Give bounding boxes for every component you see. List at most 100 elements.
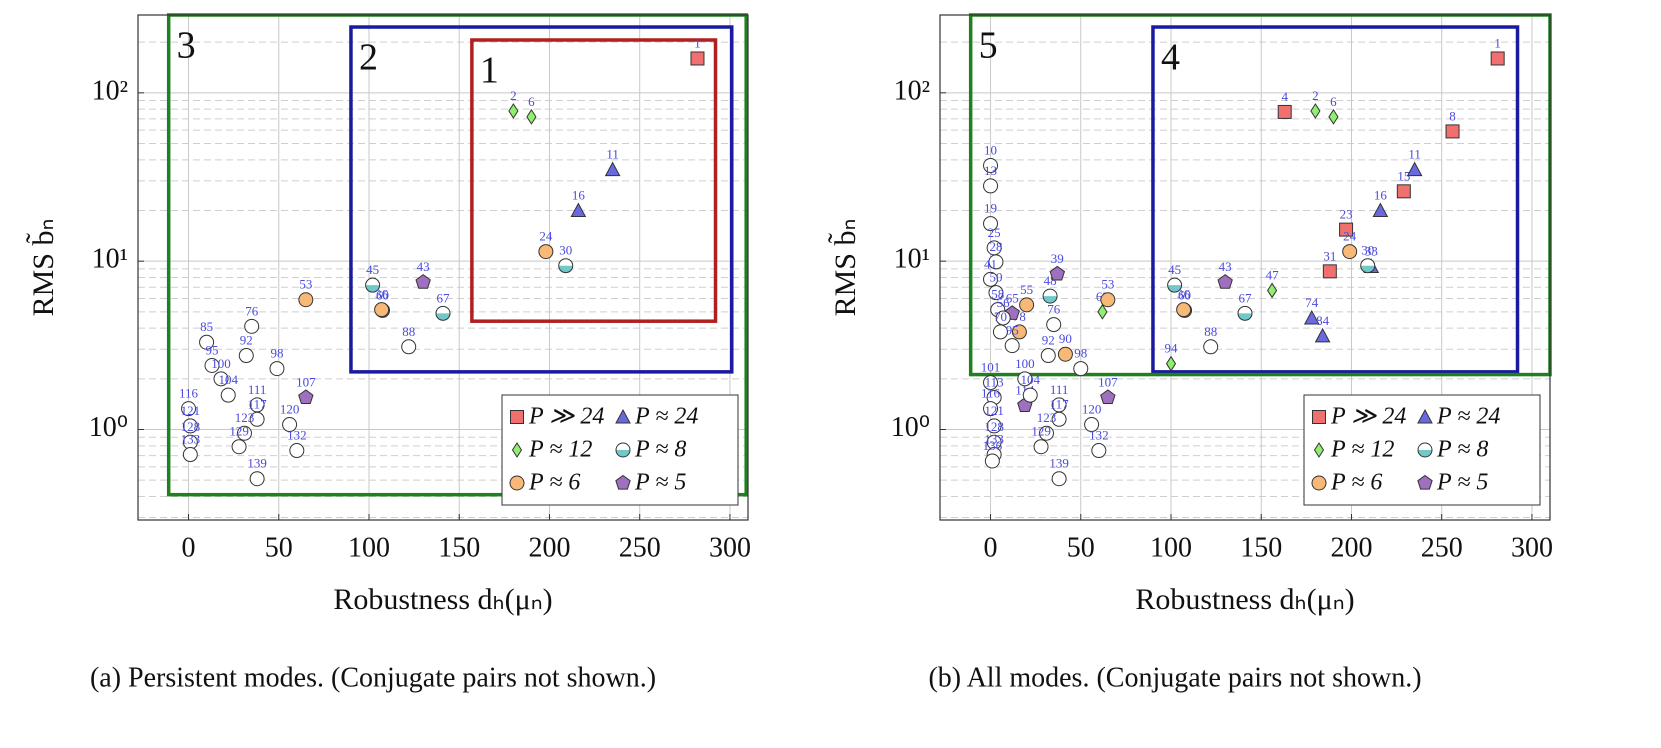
- marker-square: [690, 51, 705, 66]
- x-tick-label: 0: [984, 532, 998, 563]
- y-axis-label: RMS b̃ₙ: [26, 219, 60, 317]
- marker-square: [1445, 124, 1460, 139]
- y-tick-label: 10²: [894, 75, 930, 106]
- marker-diamond: [1266, 282, 1278, 299]
- point-label: 43: [417, 259, 430, 274]
- region-label: 2: [359, 37, 378, 79]
- legend-label: P ≫ 24: [528, 404, 604, 430]
- point-label: 65: [1006, 290, 1019, 305]
- marker-circle: [249, 411, 265, 427]
- marker-diamond: [1097, 303, 1108, 320]
- point-label: 45: [1168, 262, 1181, 277]
- marker-circle: [401, 339, 417, 355]
- marker-circle: [992, 324, 1008, 340]
- marker-circle: [182, 418, 198, 434]
- marker-triangle: [1314, 327, 1331, 343]
- marker-circle: [983, 375, 999, 391]
- point-label: 128: [181, 419, 201, 434]
- marker-bottom: [558, 265, 573, 273]
- point-label: 47: [1266, 267, 1280, 282]
- x-tick-label: 100: [1150, 532, 1192, 563]
- point-label: 111: [248, 382, 267, 397]
- marker-edge: [1237, 305, 1253, 321]
- marker-triangle: [1303, 309, 1320, 325]
- marker-circle: [1084, 417, 1100, 433]
- plot-frame: [939, 14, 1551, 521]
- marker-circle: [986, 418, 1002, 434]
- plot-frame: [137, 14, 749, 521]
- point-label: 123: [235, 410, 255, 425]
- marker-square: [1277, 104, 1292, 119]
- x-axis-label: Robustness dₕ(μₙ): [1135, 583, 1354, 616]
- x-tick-label: 50: [265, 532, 293, 563]
- point-label: 6: [1330, 94, 1337, 109]
- marker-diamond: [1165, 355, 1177, 372]
- marker-half-circle: [1360, 258, 1376, 274]
- point-label: 13: [984, 163, 997, 178]
- point-label: 36: [1177, 287, 1191, 302]
- marker-circle: [199, 334, 215, 350]
- point-label: 88: [1204, 324, 1217, 339]
- point-label: 53: [1101, 277, 1114, 292]
- legend-label: P ≈ 12: [528, 437, 592, 463]
- marker-circle: [1019, 297, 1035, 313]
- point-label: 111: [1050, 382, 1069, 397]
- point-label: 85: [200, 319, 213, 334]
- point-label: 11: [606, 147, 619, 162]
- point-label: 95: [1006, 323, 1019, 338]
- point-label: 39: [1051, 251, 1064, 266]
- marker-circle: [983, 158, 999, 174]
- marker-pentagon: [1217, 274, 1233, 289]
- marker-circle: [181, 401, 197, 417]
- region-box: [470, 38, 718, 323]
- marker-bottom: [1360, 265, 1375, 273]
- marker-diamond: [511, 442, 523, 458]
- point-label: 6: [528, 94, 535, 109]
- marker-circle: [1022, 387, 1038, 403]
- point-label: 94: [1165, 341, 1179, 356]
- marker-circle: [1046, 317, 1062, 333]
- marker-circle: [1040, 348, 1056, 364]
- marker-circle: [983, 178, 999, 194]
- point-label: 55: [1020, 282, 1033, 297]
- point-label: 4: [1281, 89, 1288, 104]
- marker-triangle: [1406, 161, 1423, 177]
- legend-label: P ≈ 8: [1436, 437, 1488, 463]
- point-label: 1: [694, 35, 701, 50]
- region-label: 5: [979, 25, 998, 67]
- marker-circle: [1051, 411, 1067, 427]
- marker-circle: [204, 358, 220, 374]
- marker-circle: [1203, 339, 1219, 355]
- point-label: 92: [1042, 333, 1055, 348]
- marker-half-circle: [1237, 305, 1253, 321]
- x-tick-label: 100: [348, 532, 390, 563]
- legend-label: P ≈ 12: [1330, 437, 1394, 463]
- marker-bottom: [1043, 296, 1058, 304]
- marker-circle: [1073, 361, 1089, 377]
- x-tick-label: 150: [438, 532, 480, 563]
- marker-circle: [236, 425, 252, 441]
- marker-bottom: [1418, 450, 1432, 457]
- marker-bottom: [436, 313, 450, 321]
- marker-circle: [1033, 439, 1049, 455]
- region-label: 4: [1161, 37, 1180, 79]
- x-tick-label: 300: [709, 532, 751, 563]
- region-box: [349, 25, 734, 374]
- x-tick-label: 0: [182, 532, 196, 563]
- marker-half-circle: [435, 305, 451, 321]
- point-label: 25: [988, 225, 1001, 240]
- point-label: 41: [984, 256, 997, 271]
- marker-circle: [983, 271, 999, 287]
- x-tick-label: 50: [1067, 532, 1095, 563]
- point-label: 23: [1340, 207, 1353, 222]
- point-label: 136: [983, 438, 1003, 453]
- point-label: 76: [245, 303, 259, 318]
- marker-edge: [1042, 288, 1058, 304]
- marker-circle: [1038, 425, 1054, 441]
- marker-triangle: [615, 408, 631, 424]
- marker-circle: [983, 401, 999, 417]
- legend-label: P ≈ 8: [634, 437, 686, 463]
- point-label: 50: [989, 270, 1002, 285]
- marker-pentagon: [415, 274, 431, 289]
- region-label: 3: [177, 25, 196, 67]
